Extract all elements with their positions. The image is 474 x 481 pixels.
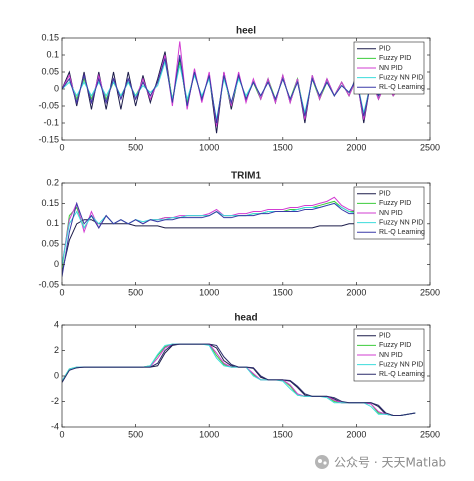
y-tick-label: -2	[51, 396, 59, 406]
series-line	[62, 343, 416, 417]
watermark-icon-eye	[323, 461, 327, 465]
chart-title: heel	[236, 26, 256, 37]
y-tick-label: 0	[54, 259, 59, 269]
legend-label: RL-Q Learning	[379, 371, 425, 378]
y-tick-label: -0.1	[43, 117, 59, 127]
y-tick-label: 0	[54, 83, 59, 93]
y-tick-label: 0.15	[41, 198, 59, 208]
x-tick-label: 0	[59, 142, 64, 152]
x-tick-label: 1000	[199, 429, 219, 439]
x-tick-label: 1000	[199, 142, 219, 152]
legend-label: Fuzzy PID	[379, 55, 411, 62]
x-tick-label: 2000	[346, 429, 366, 439]
legend: PID Fuzzy PID NN PID Fuzzy NN PID RL-Q Learn…	[353, 328, 425, 382]
x-tick-label: 2500	[420, 429, 440, 439]
x-tick-label: 2000	[346, 142, 366, 152]
x-tick-label: 2500	[420, 287, 440, 297]
y-tick-label: 0.2	[46, 177, 59, 187]
y-tick-label: 0.15	[41, 32, 59, 42]
y-tick-label: 0.05	[41, 239, 59, 249]
x-tick-label: 0	[59, 287, 64, 297]
legend: PID Fuzzy PID NN PID Fuzzy NN PID RL-Q Learn…	[353, 186, 425, 240]
legend-label: Fuzzy NN PID	[379, 361, 423, 368]
legend-label: NN PID	[379, 352, 403, 359]
x-tick-label: 1500	[273, 142, 293, 152]
x-tick-label: 2500	[420, 142, 440, 152]
x-tick-label: 1000	[199, 287, 219, 297]
watermark-text: 公众号 · 天天Matlab	[334, 456, 446, 470]
y-tick-label: 0.05	[41, 66, 59, 76]
legend-label: Fuzzy PID	[379, 342, 411, 349]
subplot: head 0 500 1000 1500 2000 2500 -4 -2 0 2 4 PID Fuzzy …	[51, 313, 440, 440]
legend-label: PID	[379, 46, 391, 53]
legend-label: PID	[379, 333, 391, 340]
series-group	[62, 343, 416, 417]
y-tick-label: -0.15	[38, 134, 59, 144]
y-tick-label: 0.1	[46, 218, 59, 228]
legend-label: NN PID	[379, 65, 403, 72]
subplot: heel 0 500 1000 1500 2000 2500 -0.15 -0.1 -0.05 0 0…	[38, 26, 440, 153]
x-tick-label: 1500	[273, 429, 293, 439]
legend: PID Fuzzy PID NN PID Fuzzy NN PID RL-Q Learn…	[353, 41, 425, 95]
y-tick-label: -0.05	[38, 279, 59, 289]
y-tick-label: -4	[51, 421, 59, 431]
legend-label: Fuzzy NN PID	[379, 74, 423, 81]
x-tick-label: 500	[128, 287, 143, 297]
legend-label: RL-Q Learning	[379, 84, 425, 91]
x-tick-label: 500	[128, 142, 143, 152]
chart-title: TRIM1	[231, 171, 261, 182]
legend-label: Fuzzy NN PID	[379, 219, 423, 226]
watermark-icon	[315, 455, 329, 469]
x-tick-label: 1500	[273, 287, 293, 297]
y-tick-label: 0	[54, 370, 59, 380]
axes-box	[61, 182, 431, 286]
x-tick-label: 2000	[346, 287, 366, 297]
y-tick-label: -0.05	[38, 100, 59, 110]
legend-label: Fuzzy PID	[379, 200, 411, 207]
legend-label: PID	[379, 191, 391, 198]
y-tick-label: 4	[54, 319, 59, 329]
chart-title: head	[234, 313, 257, 324]
x-tick-label: 500	[128, 429, 143, 439]
watermark: 公众号 · 天天Matlab	[315, 455, 446, 470]
x-tick-label: 0	[59, 429, 64, 439]
watermark-icon-eye	[318, 459, 322, 463]
y-tick-label: 2	[54, 345, 59, 355]
y-tick-label: 0.1	[46, 49, 59, 59]
legend-label: RL-Q Learning	[379, 229, 425, 236]
legend-label: NN PID	[379, 210, 403, 217]
